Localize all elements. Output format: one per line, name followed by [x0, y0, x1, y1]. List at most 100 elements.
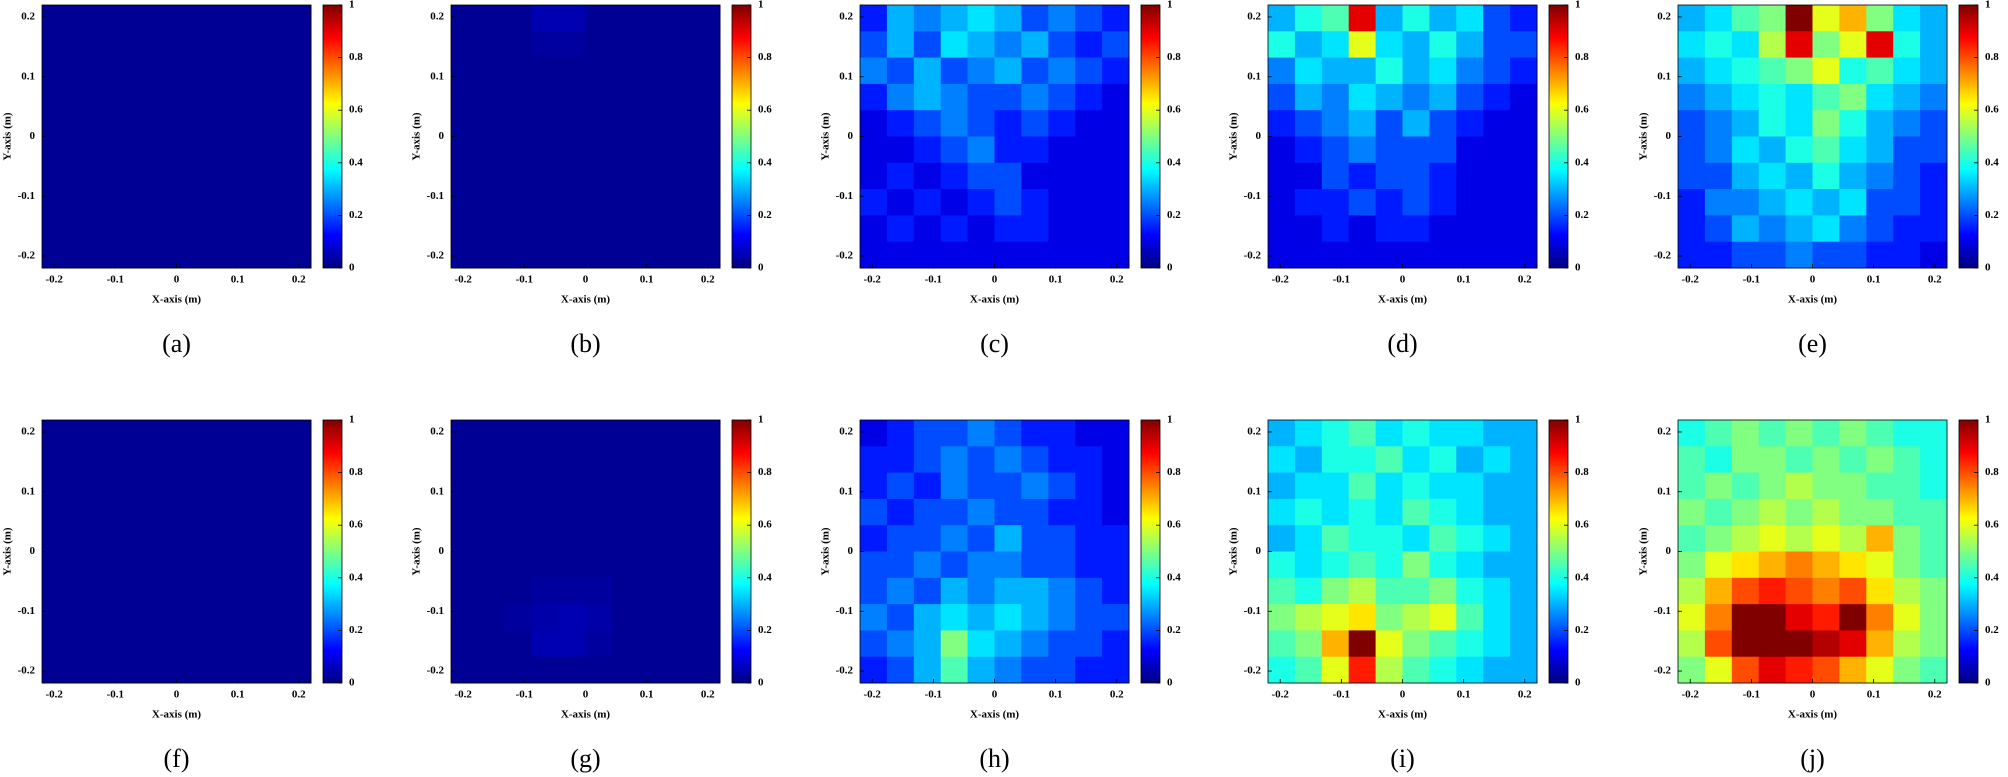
- heatmap-cell: [1102, 162, 1130, 190]
- colorbar-tick-label: 0.8: [758, 51, 772, 63]
- heatmap-cell: [1402, 498, 1430, 526]
- y-tick-label: 0: [848, 545, 854, 557]
- heatmap-cell: [1893, 189, 1921, 216]
- heatmap-cell: [1893, 630, 1921, 658]
- heatmap-cell: [1920, 162, 1948, 190]
- heatmap-cell: [940, 604, 969, 631]
- heatmap-cell: [1294, 136, 1323, 164]
- heatmap-cell: [1375, 57, 1403, 85]
- y-tick-label: 0: [1666, 130, 1672, 142]
- heatmap-cell: [994, 656, 1022, 684]
- heatmap-cell: [1294, 215, 1323, 243]
- heatmap-cell: [122, 189, 151, 216]
- heatmap-cell: [230, 604, 258, 631]
- heatmap-cell: [886, 656, 915, 684]
- heatmap-cell: [1268, 498, 1296, 526]
- heatmap-cell: [531, 110, 560, 137]
- heatmap-cell: [1048, 420, 1076, 447]
- heatmap-cell: [994, 162, 1022, 190]
- heatmap-cell: [612, 5, 640, 32]
- heatmap-cell: [504, 525, 533, 552]
- heatmap-cell: [1678, 31, 1706, 59]
- heatmap-cell: [122, 31, 151, 59]
- heatmap-cell: [1704, 162, 1733, 190]
- heatmap-cell: [1021, 162, 1049, 190]
- heatmap-cell: [1102, 31, 1130, 59]
- x-tick-label: 0.1: [231, 274, 245, 286]
- heatmap-cell: [42, 57, 70, 85]
- colorbar-tick-label: 0.8: [758, 466, 772, 478]
- heatmap-cell: [1812, 189, 1840, 216]
- heatmap-cell: [967, 189, 995, 216]
- x-tick-label: -0.2: [1682, 274, 1700, 286]
- heatmap-cell: [203, 630, 231, 658]
- heatmap-cell: [1510, 136, 1538, 164]
- y-tick-label: -0.2: [427, 665, 445, 677]
- heatmap-cell: [1429, 498, 1457, 526]
- heatmap-cell: [451, 420, 479, 447]
- heatmap-cell: [612, 136, 640, 164]
- heatmap-cell: [95, 83, 124, 111]
- heatmap-cell: [1102, 525, 1130, 552]
- heatmap-cell: [666, 577, 694, 605]
- heatmap-cell: [967, 525, 995, 552]
- heatmap-cell: [257, 83, 285, 111]
- heatmap-cell: [886, 577, 915, 605]
- heatmap-cell: [1510, 630, 1538, 658]
- heatmap-cell: [967, 241, 995, 269]
- y-tick-label: 0.1: [21, 70, 35, 82]
- heatmap-cell: [42, 420, 70, 447]
- colorbar-tick-label: 0.4: [1167, 156, 1181, 168]
- heatmap-cell: [1321, 136, 1350, 164]
- heatmap-cell: [940, 525, 969, 552]
- heatmap-cell: [1048, 136, 1076, 164]
- heatmap-cell: [639, 472, 667, 500]
- heatmap-cell: [531, 604, 560, 631]
- heatmap-cell: [1510, 215, 1538, 243]
- x-tick-label: -0.2: [1682, 689, 1700, 701]
- heatmap-cell: [994, 551, 1022, 579]
- caption: (a): [162, 329, 191, 358]
- heatmap-cell: [1268, 31, 1296, 59]
- heatmap-cell: [639, 577, 667, 605]
- heatmap-cell: [1839, 472, 1867, 500]
- heatmap-cell: [1321, 498, 1350, 526]
- heatmap-cell: [639, 630, 667, 658]
- colorbar-tick-label: 0.2: [349, 209, 363, 221]
- heatmap-cell: [1731, 189, 1760, 216]
- heatmap-cell: [477, 525, 506, 552]
- y-tick-label: 0.1: [839, 485, 853, 497]
- heatmap-cell: [1102, 472, 1130, 500]
- heatmap-cell: [122, 136, 151, 164]
- heatmap-cell: [558, 420, 586, 447]
- x-tick-label: 0.1: [1867, 274, 1881, 286]
- heatmap-cell: [1704, 110, 1733, 137]
- heatmap-cell: [1893, 110, 1921, 137]
- heatmap-cell: [612, 31, 640, 59]
- heatmap-cell: [639, 241, 667, 269]
- x-tick-label: 0: [174, 689, 180, 701]
- heatmap-cell: [149, 241, 177, 269]
- heatmap-cell: [1920, 189, 1948, 216]
- heatmap-cell: [585, 630, 613, 658]
- heatmap-cell: [1510, 577, 1538, 605]
- heatmap-cell: [1812, 630, 1840, 658]
- heatmap-cell: [860, 110, 888, 137]
- x-tick-label: -0.2: [1272, 274, 1290, 286]
- heatmap-cell: [1893, 215, 1921, 243]
- heatmap-cell: [1456, 551, 1484, 579]
- heatmap-cell: [967, 110, 995, 137]
- heatmap-cell: [1785, 577, 1813, 605]
- heatmap-cell: [1348, 498, 1377, 526]
- heatmap-cell: [860, 656, 888, 684]
- heatmap-cell: [95, 5, 124, 32]
- heatmap-cell: [994, 189, 1022, 216]
- heatmap-cell: [1268, 577, 1296, 605]
- heatmap-cell: [1075, 604, 1103, 631]
- colorbar: [1958, 4, 1979, 269]
- colorbar-tick-label: 0.6: [349, 104, 363, 116]
- heatmap-cell: [886, 31, 915, 59]
- panel: -0.2 -0.1 0 0.1 0.2 -0.2 -0.1 0 0.1 0.2 X-axis (m)…: [1228, 414, 1590, 773]
- x-tick-label: -0.1: [925, 689, 942, 701]
- heatmap-cell: [1348, 630, 1377, 658]
